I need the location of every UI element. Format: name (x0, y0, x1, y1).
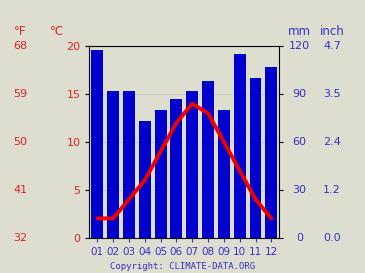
Text: 60: 60 (292, 137, 306, 147)
Text: 0.0: 0.0 (323, 233, 341, 242)
Text: 68: 68 (13, 41, 27, 51)
Text: °C: °C (50, 25, 64, 38)
Bar (155, 110, 166, 238)
Text: 32: 32 (13, 233, 27, 242)
Text: 41: 41 (13, 185, 27, 195)
Bar (218, 110, 230, 238)
Bar (123, 91, 135, 238)
Bar (234, 54, 246, 238)
Text: 1.2: 1.2 (323, 185, 341, 195)
Text: 59: 59 (13, 89, 27, 99)
Text: 90: 90 (292, 89, 306, 99)
Text: 50: 50 (13, 137, 27, 147)
Text: 0: 0 (296, 233, 303, 242)
Text: mm: mm (288, 25, 311, 38)
Bar (186, 91, 198, 238)
Bar (250, 78, 261, 238)
Text: Copyright: CLIMATE-DATA.ORG: Copyright: CLIMATE-DATA.ORG (110, 262, 255, 271)
Bar (91, 50, 103, 238)
Bar (170, 99, 182, 238)
Text: inch: inch (320, 25, 345, 38)
Text: 4.7: 4.7 (323, 41, 341, 51)
Bar (107, 91, 119, 238)
Bar (139, 121, 151, 238)
Text: 120: 120 (289, 41, 310, 51)
Text: 2.4: 2.4 (323, 137, 341, 147)
Text: 30: 30 (292, 185, 306, 195)
Text: 3.5: 3.5 (323, 89, 341, 99)
Bar (202, 81, 214, 238)
Bar (265, 67, 277, 238)
Text: °F: °F (14, 25, 26, 38)
